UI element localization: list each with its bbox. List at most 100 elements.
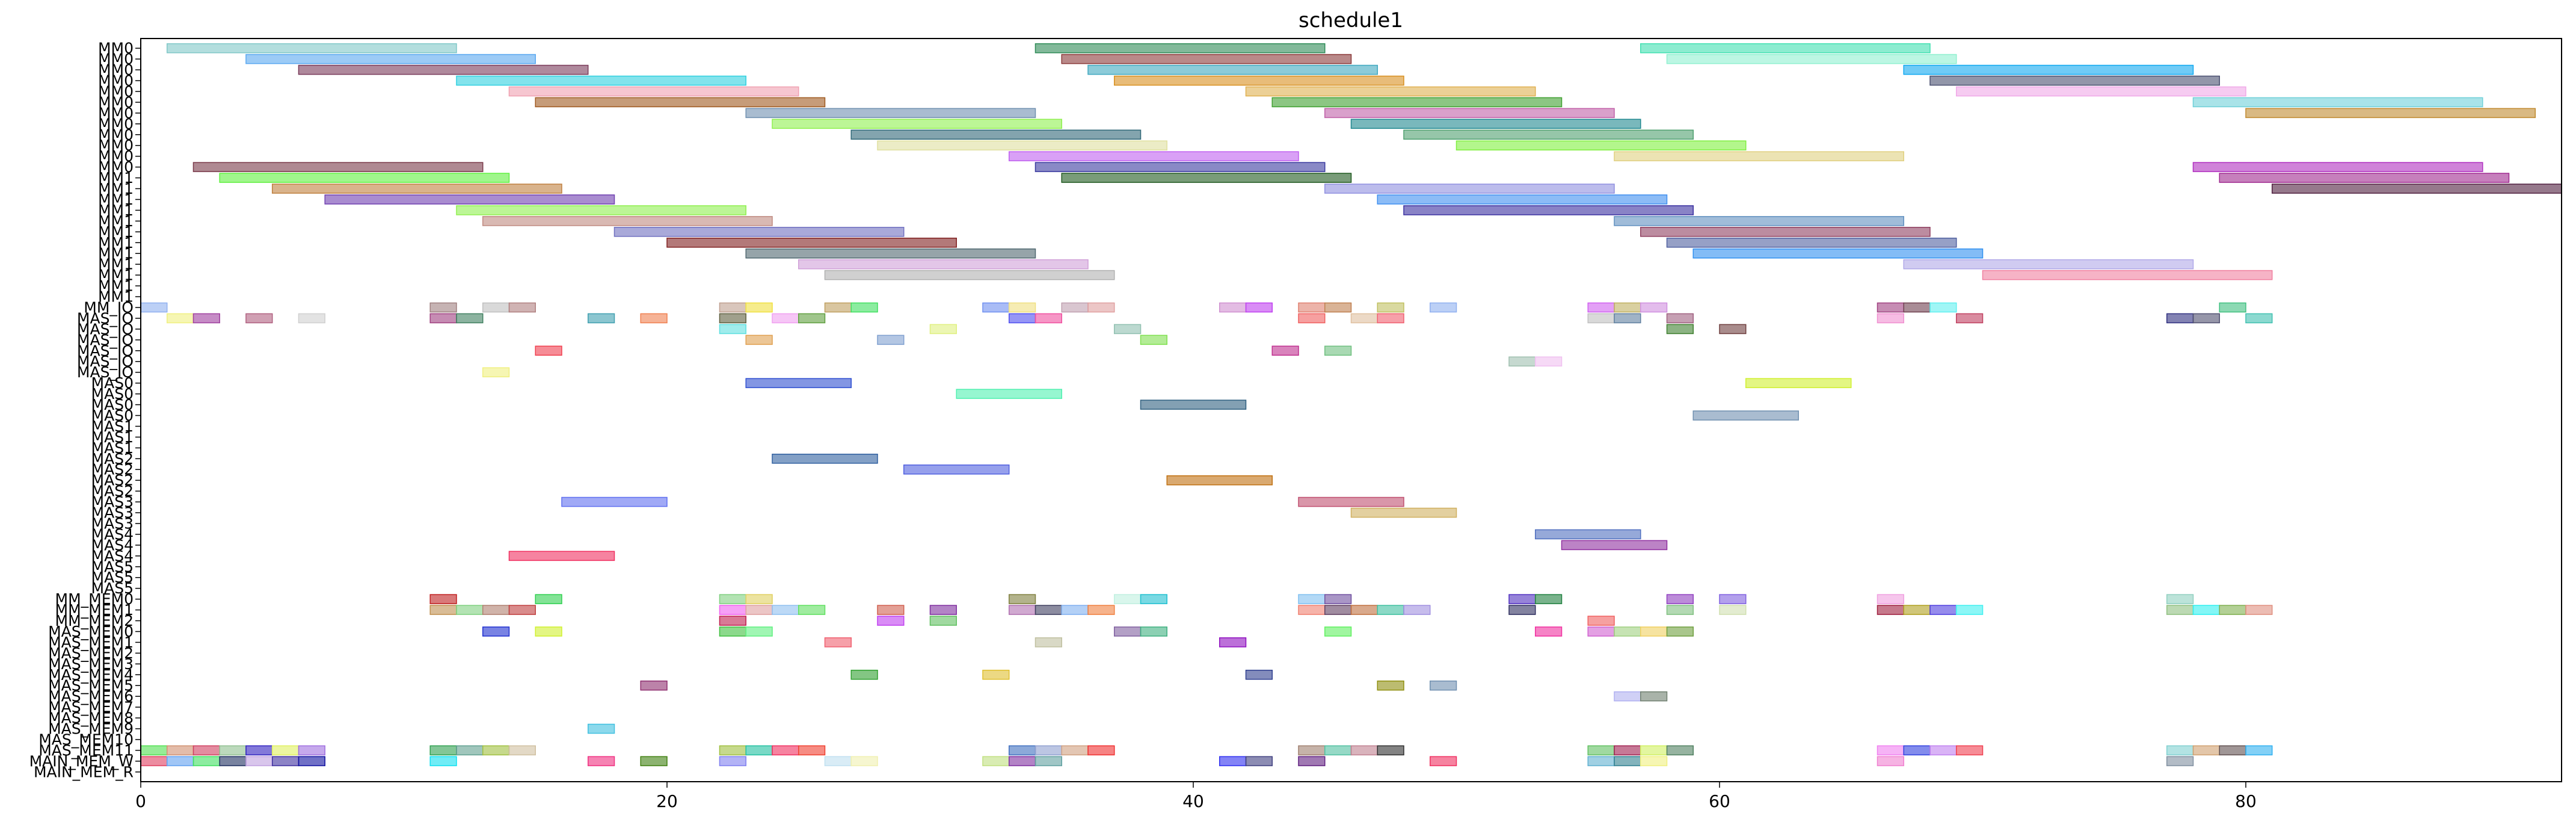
task-bar — [482, 605, 510, 615]
y-tick-label: MAS_IO — [77, 363, 134, 381]
task-bar — [429, 302, 457, 313]
task-bar — [561, 496, 668, 507]
task-bar — [535, 594, 562, 604]
task-bar — [192, 756, 220, 767]
y-tick-label: MAS4 — [91, 525, 134, 543]
task-bar — [1666, 745, 1694, 756]
task-bar — [192, 162, 484, 172]
task-bar — [482, 367, 510, 377]
task-bar — [1587, 313, 1615, 324]
task-bar — [1587, 616, 1615, 626]
task-bar — [877, 616, 905, 626]
task-bar — [745, 108, 1036, 119]
task-bar — [1535, 356, 1563, 367]
task-bar — [1061, 605, 1089, 615]
task-bar — [613, 227, 905, 237]
y-tick-label: MM_MEM2 — [55, 612, 134, 629]
task-bar — [1298, 594, 1326, 604]
task-bar — [1535, 594, 1563, 604]
y-tick-label: MM1 — [98, 202, 134, 219]
task-bar — [798, 605, 826, 615]
task-bar — [1508, 356, 1536, 367]
task-bar — [140, 756, 168, 767]
task-bar — [1061, 173, 1352, 183]
task-bar — [1403, 129, 1694, 140]
y-tick-label: MAS_MEM5 — [48, 677, 134, 694]
task-bar — [324, 194, 615, 205]
task-bar — [219, 756, 247, 767]
task-bar — [167, 313, 194, 324]
task-bar — [1719, 594, 1747, 604]
task-bar — [1350, 745, 1378, 756]
task-bar — [140, 745, 168, 756]
task-bar — [850, 670, 878, 680]
y-tick-label: MAS1 — [91, 418, 134, 435]
task-bar — [2219, 173, 2510, 183]
task-bar — [1377, 680, 1404, 691]
task-bar — [1666, 54, 1957, 64]
y-tick-label: MM0 — [98, 40, 134, 57]
task-bar — [192, 313, 220, 324]
task-bar — [719, 616, 746, 626]
task-bar — [1219, 302, 1247, 313]
y-tick-label: MAS_IO — [77, 331, 134, 348]
task-bar — [1061, 54, 1352, 64]
task-bar — [1219, 637, 1247, 647]
task-bar — [1666, 237, 1957, 248]
task-bar — [2192, 605, 2220, 615]
y-tick-label: MM0 — [98, 115, 134, 132]
task-bar — [588, 313, 615, 324]
task-bar — [2166, 594, 2194, 604]
task-bar — [298, 64, 589, 75]
y-axis: MM0MM0MM0MM0MM0MM0MM0MM0MM0MM0MM0MM0MM1M… — [29, 40, 141, 780]
y-tick-label: MAIN_MEM_R — [34, 763, 134, 780]
y-tick-label: MM0 — [98, 72, 134, 90]
task-bar — [772, 453, 878, 464]
y-tick-label: MM1 — [98, 191, 134, 208]
task-bar — [456, 313, 484, 324]
task-bar — [1614, 626, 1641, 637]
task-bar — [482, 626, 510, 637]
task-bar — [1719, 324, 1747, 335]
task-bar — [745, 594, 773, 604]
chart-title: schedule1 — [1299, 8, 1403, 32]
y-tick-label: MM_MEM1 — [55, 601, 134, 619]
task-bar — [429, 756, 457, 767]
task-bar — [2166, 745, 2194, 756]
task-bar — [1666, 626, 1694, 637]
task-bar — [429, 745, 457, 756]
task-bar — [245, 313, 273, 324]
task-bar — [798, 313, 826, 324]
task-bar — [508, 86, 799, 97]
task-bar — [1377, 745, 1404, 756]
task-bar — [1614, 216, 1904, 226]
task-bar — [140, 302, 168, 313]
task-bar — [1034, 313, 1062, 324]
task-bar — [1009, 605, 1036, 615]
task-bar — [167, 43, 457, 54]
task-bar — [1666, 324, 1694, 335]
y-tick-label: MAS_MEM7 — [48, 699, 134, 716]
task-bar — [1298, 302, 1326, 313]
task-bar — [1903, 745, 1931, 756]
task-bar — [772, 745, 799, 756]
task-bar — [482, 302, 510, 313]
y-tick-label: MM1 — [98, 256, 134, 273]
y-tick-label: MAS2 — [91, 472, 134, 489]
task-bar — [1640, 43, 1931, 54]
y-tick-label: MAS_MEM11 — [38, 741, 134, 759]
task-bar — [1877, 594, 1904, 604]
task-bar — [1903, 64, 2194, 75]
task-bar — [719, 745, 746, 756]
task-bar — [824, 756, 852, 767]
task-bar — [1087, 745, 1115, 756]
y-tick-label: MM1 — [98, 288, 134, 306]
task-bar — [1009, 313, 1036, 324]
y-tick-label: MAS0 — [91, 385, 134, 403]
y-tick-label: MAS3 — [91, 493, 134, 511]
task-bar — [1745, 378, 1852, 388]
task-bar — [1350, 605, 1378, 615]
task-bar — [929, 605, 957, 615]
x-tick-label: 40 — [1182, 791, 1204, 811]
